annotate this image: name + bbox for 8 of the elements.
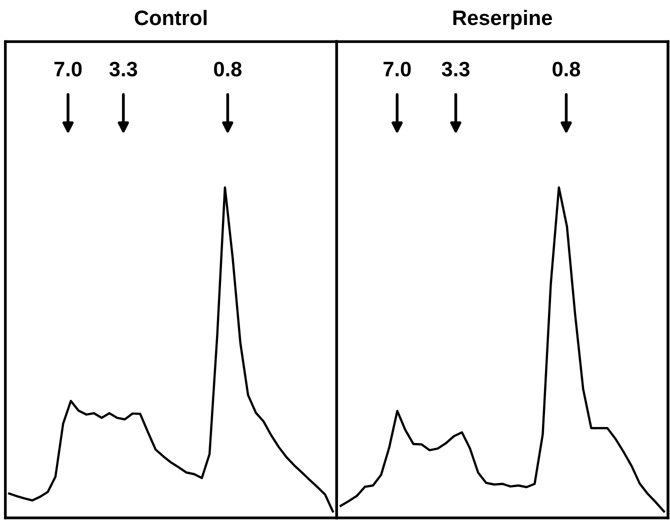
- chart-title: Control: [134, 10, 207, 26]
- x2-tick-label: 3.3: [109, 62, 138, 76]
- x2-tick-label: 7.0: [54, 62, 82, 76]
- x2-tick-label: 7.0: [384, 62, 411, 76]
- chart-title: Reserpine: [453, 10, 552, 30]
- x2-tick-label: 0.8: [214, 62, 242, 76]
- x2-tick-label: 3.3: [442, 62, 470, 76]
- x2-tick-label: 0.8: [552, 62, 580, 76]
